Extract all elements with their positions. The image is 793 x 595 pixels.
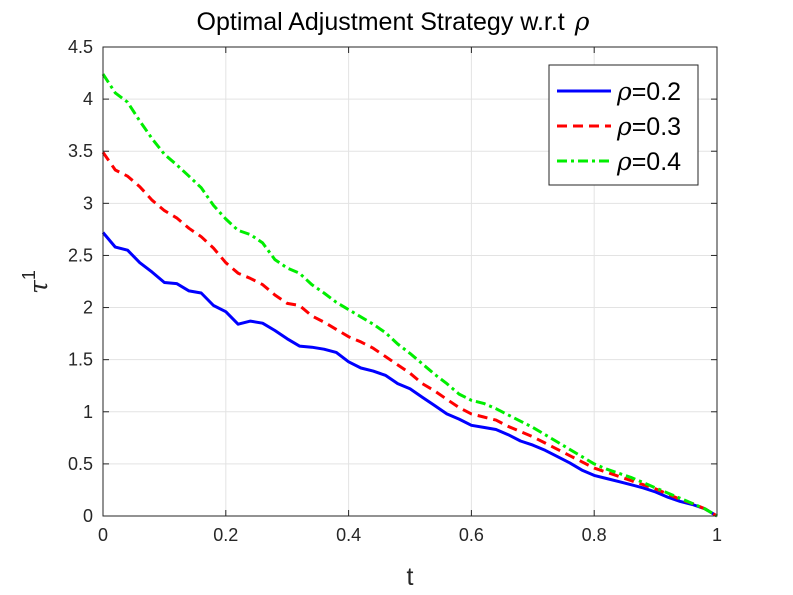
axis-ticks: 0 0.2 0.4 0.6 0.8 1 0 0.5 1 1.5 2 2.5 3 3.5 4 4.5 [68,37,722,545]
plot-frame [102,46,718,517]
x-tick-label: 0.8 [582,525,607,545]
y-tick-label: 1 [83,402,93,422]
y-tick-label: 2 [83,298,93,318]
x-tick-label: 0.2 [213,525,238,545]
y-tick-label: 3.5 [68,141,93,161]
x-axis-label: t [407,563,414,591]
legend-label-1: ρ=0.2 [616,77,681,106]
series-line-1 [101,231,718,518]
series-lines [101,73,718,518]
x-tick-label: 0.6 [459,525,484,545]
legend-label-2: ρ=0.3 [616,112,681,141]
y-tick-label: 4 [83,89,93,109]
y-axis-label: τ1 [19,270,53,294]
y-tick-label: 3 [83,193,93,213]
chart-title: Optimal Adjustment Strategy w.r.t ρ [197,7,590,36]
x-tick-label: 0 [98,525,108,545]
series-line-3 [101,73,718,518]
y-tick-label: 0 [83,506,93,526]
legend: ρ=0.2 ρ=0.3 ρ=0.4 [548,64,699,186]
x-tick-label: 0.4 [336,525,361,545]
series-line-2 [101,151,718,518]
legend-label-3: ρ=0.4 [616,147,681,176]
y-tick-label: 1.5 [68,350,93,370]
svg-text:τ1: τ1 [19,270,53,294]
y-tick-label: 4.5 [68,37,93,57]
y-tick-label: 2.5 [68,245,93,265]
x-tick-label: 1 [712,525,722,545]
y-tick-label: 0.5 [68,454,93,474]
